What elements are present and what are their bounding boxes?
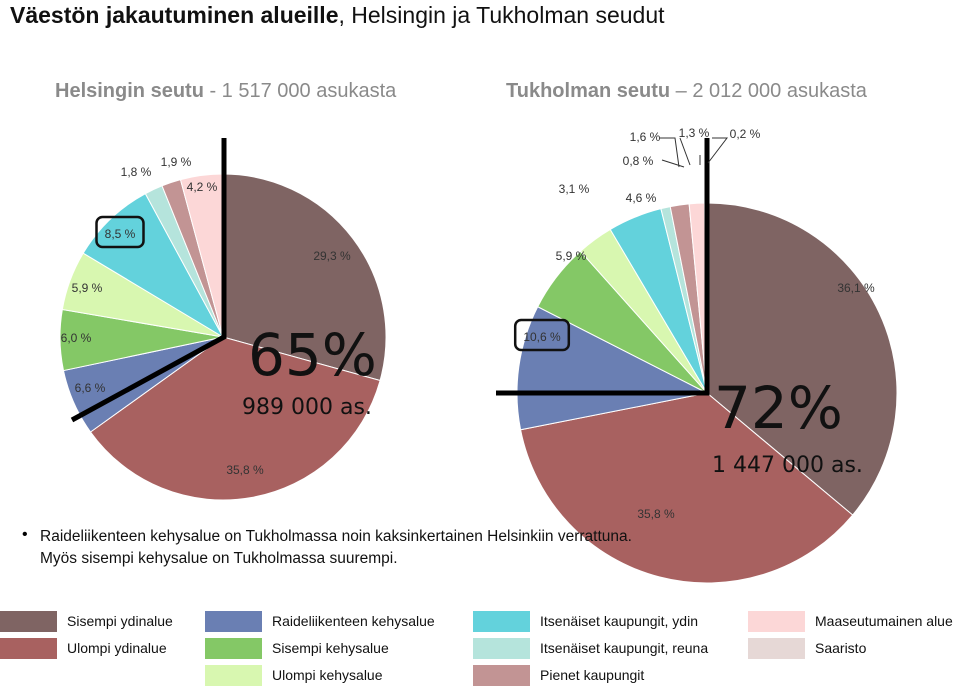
pie-1-label-4: 3,1 %: [559, 182, 590, 196]
legend-label: Maaseutumainen alue: [815, 613, 953, 629]
legend-label: Pienet kaupungit: [540, 667, 645, 683]
pie-0-slice-0: [222, 173, 387, 382]
legend-label: Ulompi ydinalue: [67, 640, 167, 656]
pie-0-highlight-box: [95, 215, 145, 249]
pie-1: 36,1 % 35,8 % 10,6 % 5,9 % 3,1 % 4,6 % 0,8 % 1,…: [496, 126, 898, 584]
pie-1-label-3: 5,9 %: [556, 249, 587, 263]
pie-1-label-9: 0,2 %: [730, 127, 761, 141]
pie-0-core-divider: [70, 138, 227, 423]
legend-swatch: [473, 610, 530, 632]
subtitle-helsinki: Helsingin seutu - 1 517 000 asukasta: [55, 80, 396, 103]
pie-1-highlight-box: [513, 318, 571, 352]
pie-1-label-5: 4,6 %: [626, 191, 657, 205]
legend-swatch: [205, 664, 262, 686]
pie-1-leader-0: [659, 137, 680, 168]
pie-1-core-share: 72%: [714, 374, 843, 442]
legend-swatch: [0, 637, 57, 659]
pie-0-label-5: 8,5 %: [105, 227, 136, 241]
legend-item-3: Sisempi kehysalue: [205, 637, 389, 659]
pie-1-label-7: 1,6 %: [630, 130, 661, 144]
pie-1-label-8: 1,3 %: [679, 126, 710, 140]
legend-swatch: [473, 664, 530, 686]
pie-0: 29,3 % 35,8 % 6,6 % 6,0 % 5,9 % 8,5 % 1,8 % 1,9…: [59, 138, 387, 501]
legend-label: Saaristo: [815, 640, 867, 656]
legend-item-5: Itsenäiset kaupungit, ydin: [473, 610, 698, 632]
pie-1-label-2: 10,6 %: [523, 330, 561, 344]
subtitle-helsinki-rest: - 1 517 000 asukasta: [203, 80, 397, 102]
legend-item-0: Sisempi ydinalue: [0, 610, 173, 632]
legend-swatch: [0, 610, 57, 632]
pie-0-label-6: 1,8 %: [121, 165, 152, 179]
chart-title-rest: , Helsingin ja Tukholman seudut: [338, 2, 665, 28]
pie-1-label-6: 0,8 %: [623, 154, 654, 168]
legend-label: Itsenäiset kaupungit, ydin: [540, 613, 698, 629]
legend-swatch: [748, 610, 805, 632]
pie-0-label-2: 6,6 %: [75, 381, 106, 395]
subtitle-helsinki-bold: Helsingin seutu: [55, 80, 204, 102]
pie-1-slice-0: [706, 202, 898, 516]
pie-1-core-divider: [496, 138, 710, 396]
legend-swatch: [473, 637, 530, 659]
legend-swatch: [205, 610, 262, 632]
legend-label: Raideliikenteen kehysalue: [272, 613, 435, 629]
subtitle-stockholm-rest: – 2 012 000 asukasta: [670, 80, 867, 102]
pie-0-label-4: 5,9 %: [72, 281, 103, 295]
pie-1-leader-4: [707, 137, 729, 164]
legend-item-4: Ulompi kehysalue: [205, 664, 383, 686]
legend: Sisempi ydinalue Ulompi ydinalue Raideliik…: [0, 602, 960, 686]
legend-item-9: Saaristo: [748, 637, 866, 659]
pie-1-core-population: 1 447 000 as.: [712, 453, 863, 478]
pie-0-label-0: 29,3 %: [313, 249, 351, 263]
pie-0-label-7: 1,9 %: [161, 155, 192, 169]
subtitle-stockholm-bold: Tukholman seutu: [506, 80, 671, 102]
legend-item-6: Itsenäiset kaupungit, reuna: [473, 637, 708, 659]
pie-0-slice-5: [82, 192, 225, 339]
note-line-1: Raideliikenteen kehysalue on Tukholmassa…: [40, 528, 632, 545]
pie-1-slice-2: [516, 306, 709, 431]
pie-charts: 29,3 % 35,8 % 6,6 % 6,0 % 5,9 % 8,5 % 1,8 % 1,9…: [59, 126, 898, 584]
legend-label: Ulompi kehysalue: [272, 667, 383, 683]
subtitle-stockholm: Tukholman seutu – 2 012 000 asukasta: [506, 80, 867, 103]
pie-0-slice-1: [89, 336, 381, 501]
legend-item-1: Ulompi ydinalue: [0, 637, 167, 659]
legend-swatch: [748, 637, 805, 659]
legend-item-8: Maaseutumainen alue: [748, 610, 953, 632]
chart-title-bold: Väestön jakautuminen alueille: [10, 2, 339, 28]
pie-0-label-3: 6,0 %: [61, 331, 92, 345]
pie-1-leader-1: [661, 159, 685, 168]
notes: Raideliikenteen kehysalue on Tukholmassa…: [40, 526, 660, 570]
pie-1-label-1: 35,8 %: [637, 507, 675, 521]
legend-swatch: [205, 637, 262, 659]
legend-label: Sisempi ydinalue: [67, 613, 173, 629]
pie-0-core-share: 65%: [248, 321, 377, 389]
pie-0-label-1: 35,8 %: [226, 463, 264, 477]
legend-item-2: Raideliikenteen kehysalue: [205, 610, 435, 632]
pie-1-slice-1: [520, 392, 854, 584]
note-line-2: Myös sisempi kehysalue on Tukholmassa su…: [40, 550, 398, 567]
pie-1-label-0: 36,1 %: [837, 281, 875, 295]
chart-title: Väestön jakautuminen alueille, Helsingin…: [10, 2, 665, 29]
legend-label: Itsenäiset kaupungit, reuna: [540, 640, 709, 656]
bullet-marker: •: [22, 526, 28, 543]
legend-label: Sisempi kehysalue: [272, 640, 389, 656]
pie-0-core-population: 989 000 as.: [242, 395, 372, 420]
pie-1-leader-2: [679, 137, 691, 166]
legend-item-7: Pienet kaupungit: [473, 664, 644, 686]
pie-0-label-8: 4,2 %: [187, 180, 218, 194]
